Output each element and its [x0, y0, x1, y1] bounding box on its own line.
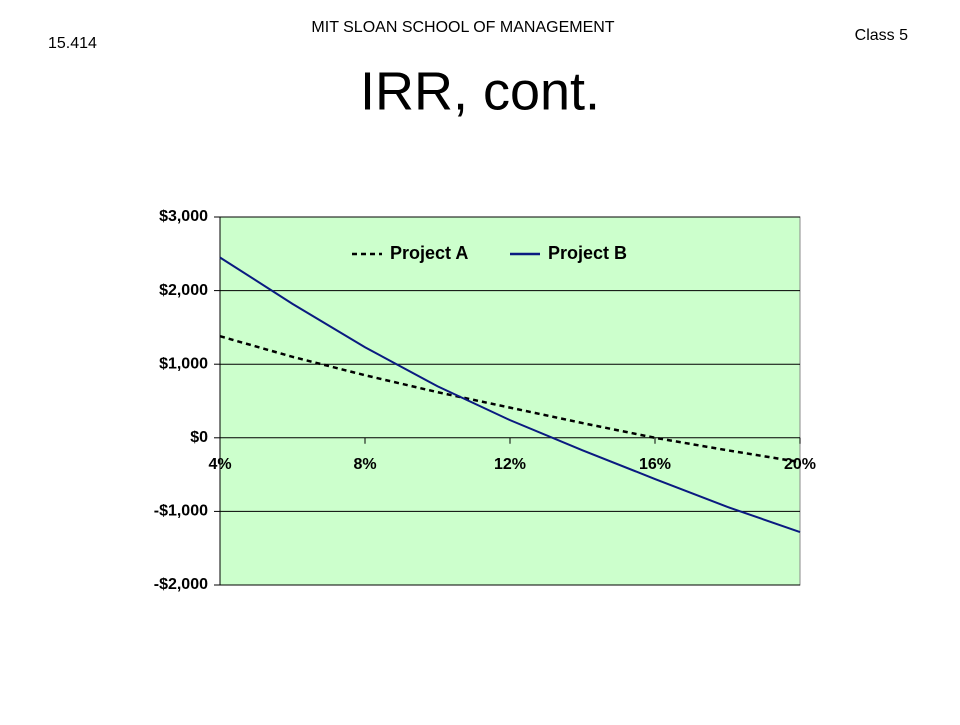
x-tick-label: 4%	[208, 456, 231, 473]
series-line	[219, 256, 801, 533]
x-tick-label: 16%	[639, 456, 671, 473]
class: Class 5	[855, 27, 908, 44]
x-tick-label: 12%	[494, 456, 526, 473]
y-tick-label: $3,000	[159, 208, 208, 225]
y-tick-label: -$1,000	[154, 503, 208, 520]
y-tick-label: -$2,000	[154, 576, 208, 593]
slide-title: IRR, cont.	[360, 61, 600, 121]
y-tick-label: $2,000	[159, 282, 208, 299]
y-tick-label: $1,000	[159, 355, 208, 372]
school: MIT SLOAN SCHOOL OF MANAGEMENT	[311, 19, 614, 36]
x-tick-label: 8%	[353, 456, 376, 473]
plot-area	[219, 216, 801, 586]
course: 15.414	[48, 35, 97, 52]
legend-label: Project B	[548, 243, 627, 263]
x-tick-label: 20%	[784, 456, 816, 473]
legend-label: Project A	[390, 243, 468, 263]
series-line	[219, 335, 801, 464]
y-tick-label: $0	[190, 429, 208, 446]
